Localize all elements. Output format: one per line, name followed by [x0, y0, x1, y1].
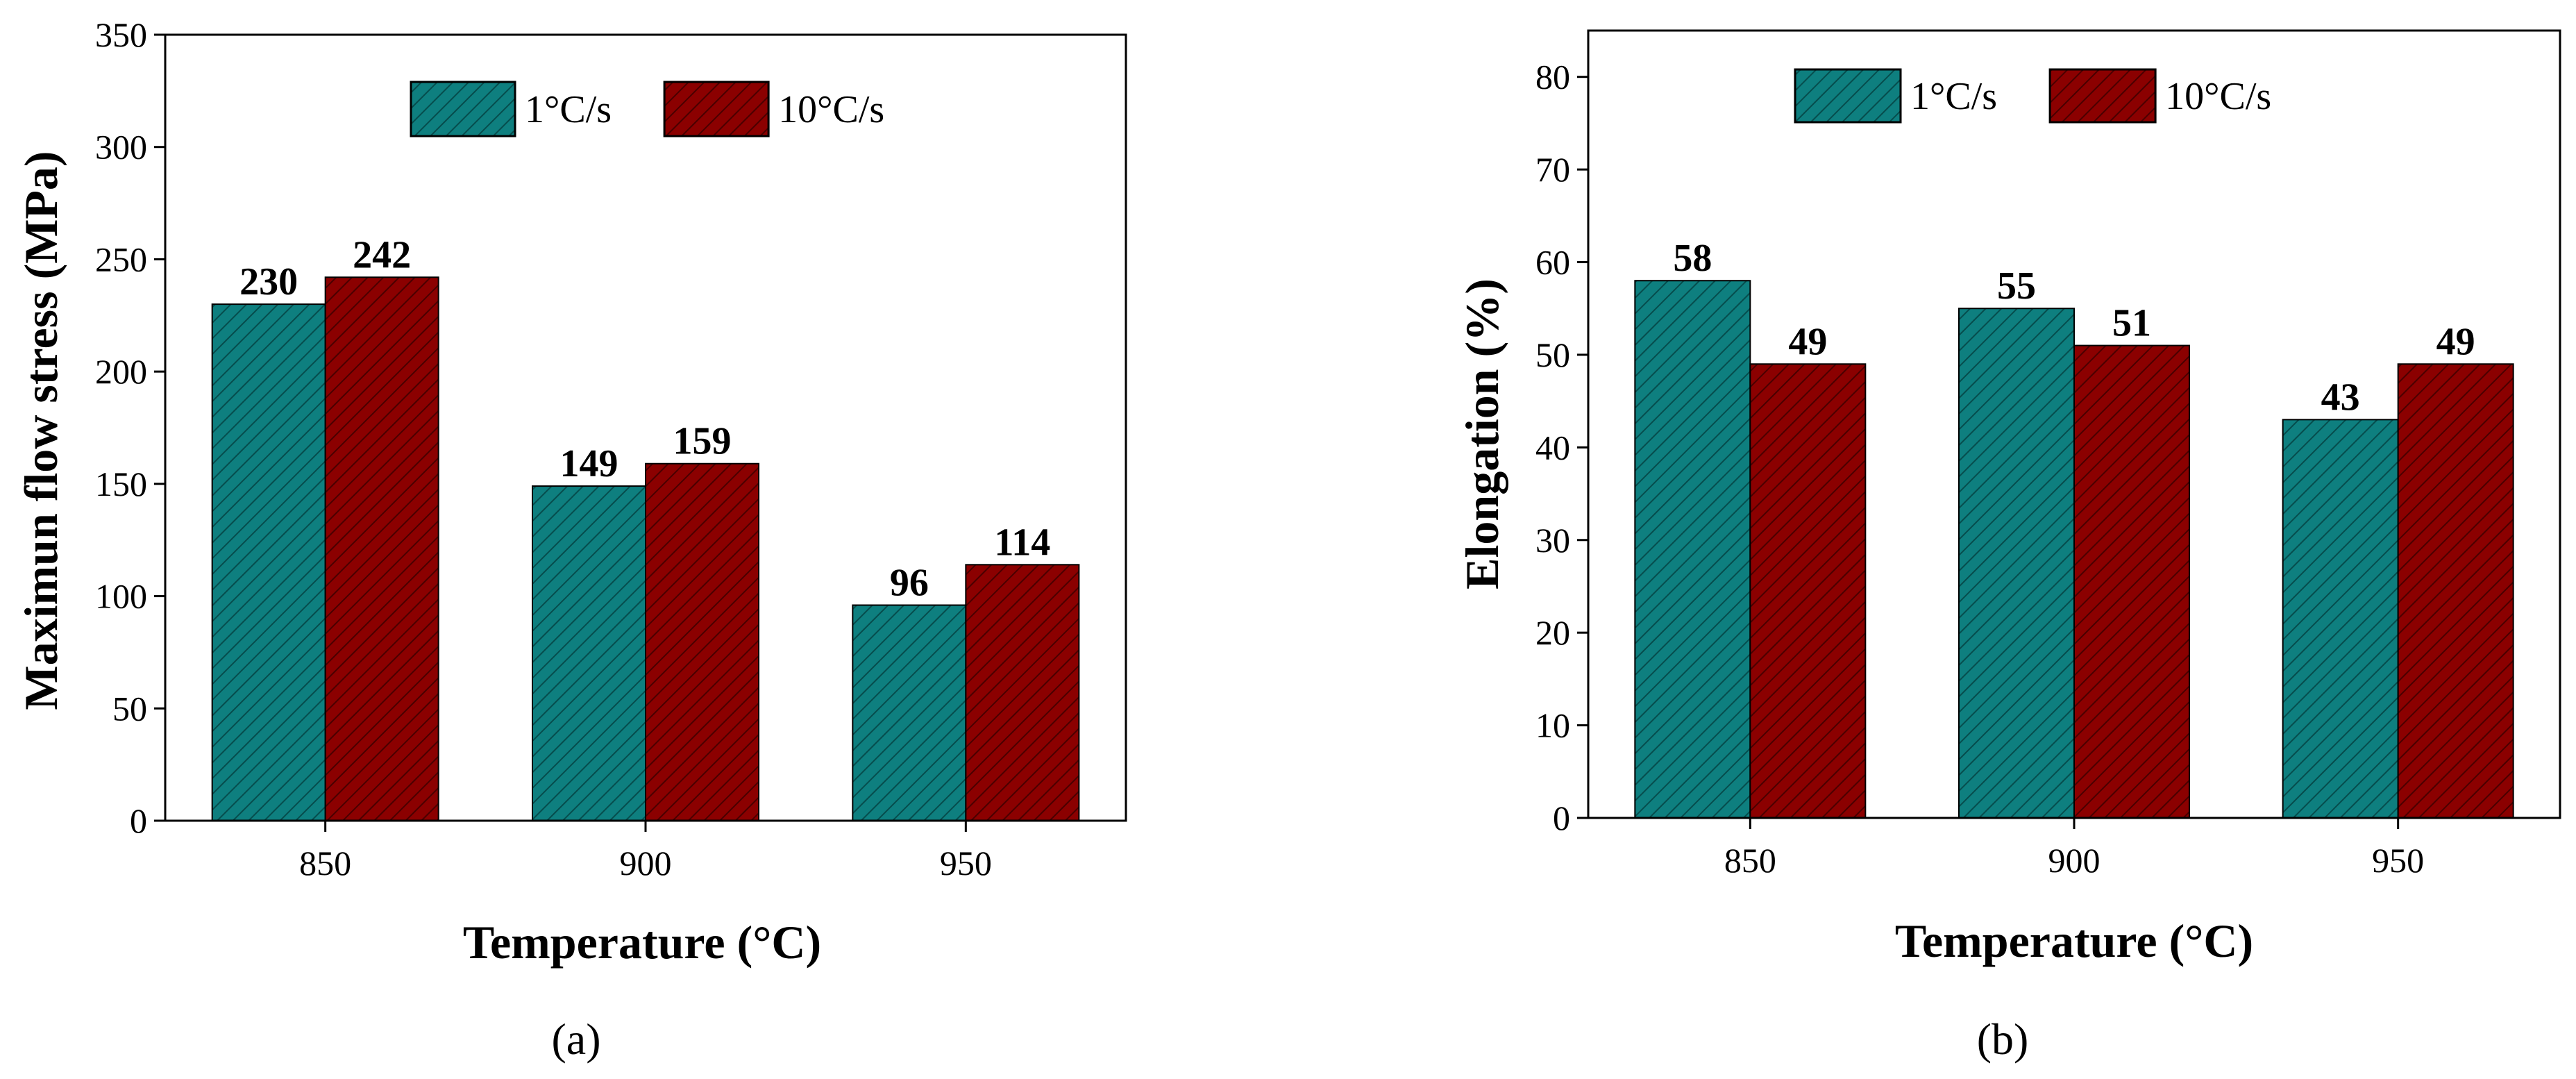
y-tick-label: 250 — [95, 240, 147, 278]
x-axis-title: Temperature (°C) — [463, 916, 821, 969]
bar-950-0 — [852, 604, 967, 821]
data-label-850-0: 58 — [1673, 237, 1712, 280]
axes: 0 10 20 30 40 50 60 70 80 850 900 950 — [1535, 29, 2561, 880]
chart-panel-a: 230 242 149 159 96 114 0 50 100 150 200 250 300 350 8… — [15, 15, 1127, 1064]
data-label-900-1: 51 — [2112, 302, 2151, 345]
x-tick-label: 900 — [620, 844, 672, 883]
data-label-900-0: 55 — [1997, 265, 2036, 308]
y-tick-label: 350 — [95, 15, 147, 54]
bar-950-1 — [965, 564, 1080, 821]
panel-label: (a) — [551, 1014, 600, 1064]
legend-label-1: 10°C/s — [778, 88, 884, 131]
legend: 1°C/s 10°C/s — [410, 81, 884, 137]
legend-label-1: 10°C/s — [2165, 75, 2271, 118]
y-tick-label: 0 — [1553, 798, 1570, 837]
legend-label-0: 1°C/s — [525, 88, 612, 131]
value-labels: 230 242 149 159 96 114 — [239, 233, 1050, 604]
legend-swatch-0 — [1794, 68, 1902, 124]
data-label-850-1: 242 — [353, 233, 411, 276]
data-label-950-0: 43 — [2321, 376, 2360, 419]
data-label-850-1: 49 — [1788, 320, 1827, 363]
panel-label: (b) — [1977, 1014, 2029, 1064]
bar-900-1 — [2073, 344, 2190, 819]
bar-900-0 — [532, 485, 646, 821]
y-tick-label: 100 — [95, 577, 147, 616]
legend-label-0: 1°C/s — [1910, 75, 1997, 118]
legend-swatch-1 — [2048, 68, 2157, 124]
bar-850-1 — [324, 276, 439, 821]
y-tick-label: 300 — [95, 128, 147, 167]
y-axis-title: Maximun flow stress (MPa) — [15, 151, 67, 710]
x-tick-label: 900 — [2048, 841, 2101, 880]
x-axis-title: Temperature (°C) — [1895, 914, 2253, 967]
y-tick-label: 20 — [1535, 613, 1570, 652]
bar-950-1 — [2397, 363, 2514, 819]
x-tick-label: 850 — [1724, 841, 1776, 880]
y-tick-label: 150 — [95, 465, 147, 503]
data-label-850-0: 230 — [239, 260, 298, 303]
y-tick-label: 10 — [1535, 706, 1570, 745]
y-tick-label: 0 — [130, 801, 147, 840]
x-tick-label: 950 — [2372, 841, 2424, 880]
data-label-950-1: 49 — [2436, 320, 2475, 363]
y-tick-label: 80 — [1535, 58, 1570, 97]
bar-950-0 — [2282, 419, 2399, 819]
bar-900-0 — [1958, 308, 2075, 819]
data-label-900-1: 159 — [673, 420, 732, 463]
y-tick-label: 50 — [112, 689, 147, 728]
bar-900-1 — [645, 462, 759, 821]
x-tick-label: 850 — [299, 844, 351, 883]
value-labels: 58 49 55 51 43 49 — [1673, 237, 2475, 419]
y-tick-label: 60 — [1535, 243, 1570, 282]
data-label-900-0: 149 — [560, 442, 618, 485]
x-tick-label: 950 — [940, 844, 992, 883]
bars — [211, 276, 1080, 822]
y-tick-label: 40 — [1535, 428, 1570, 467]
y-tick-label: 30 — [1535, 521, 1570, 560]
y-tick-label: 200 — [95, 352, 147, 391]
data-label-950-0: 96 — [890, 562, 929, 605]
axes: 0 50 100 150 200 250 300 350 850 900 950 — [95, 15, 1127, 883]
y-tick-label: 50 — [1535, 335, 1570, 374]
bar-850-0 — [211, 303, 326, 822]
bars — [1634, 280, 2514, 819]
legend-swatch-0 — [410, 81, 516, 137]
y-axis-title: Elongation (%) — [1456, 278, 1508, 589]
bar-850-0 — [1634, 280, 1751, 819]
bar-850-1 — [1749, 363, 1867, 819]
legend: 1°C/s 10°C/s — [1794, 68, 2271, 124]
legend-swatch-1 — [663, 81, 770, 137]
data-label-950-1: 114 — [994, 521, 1050, 564]
y-tick-label: 70 — [1535, 150, 1570, 189]
